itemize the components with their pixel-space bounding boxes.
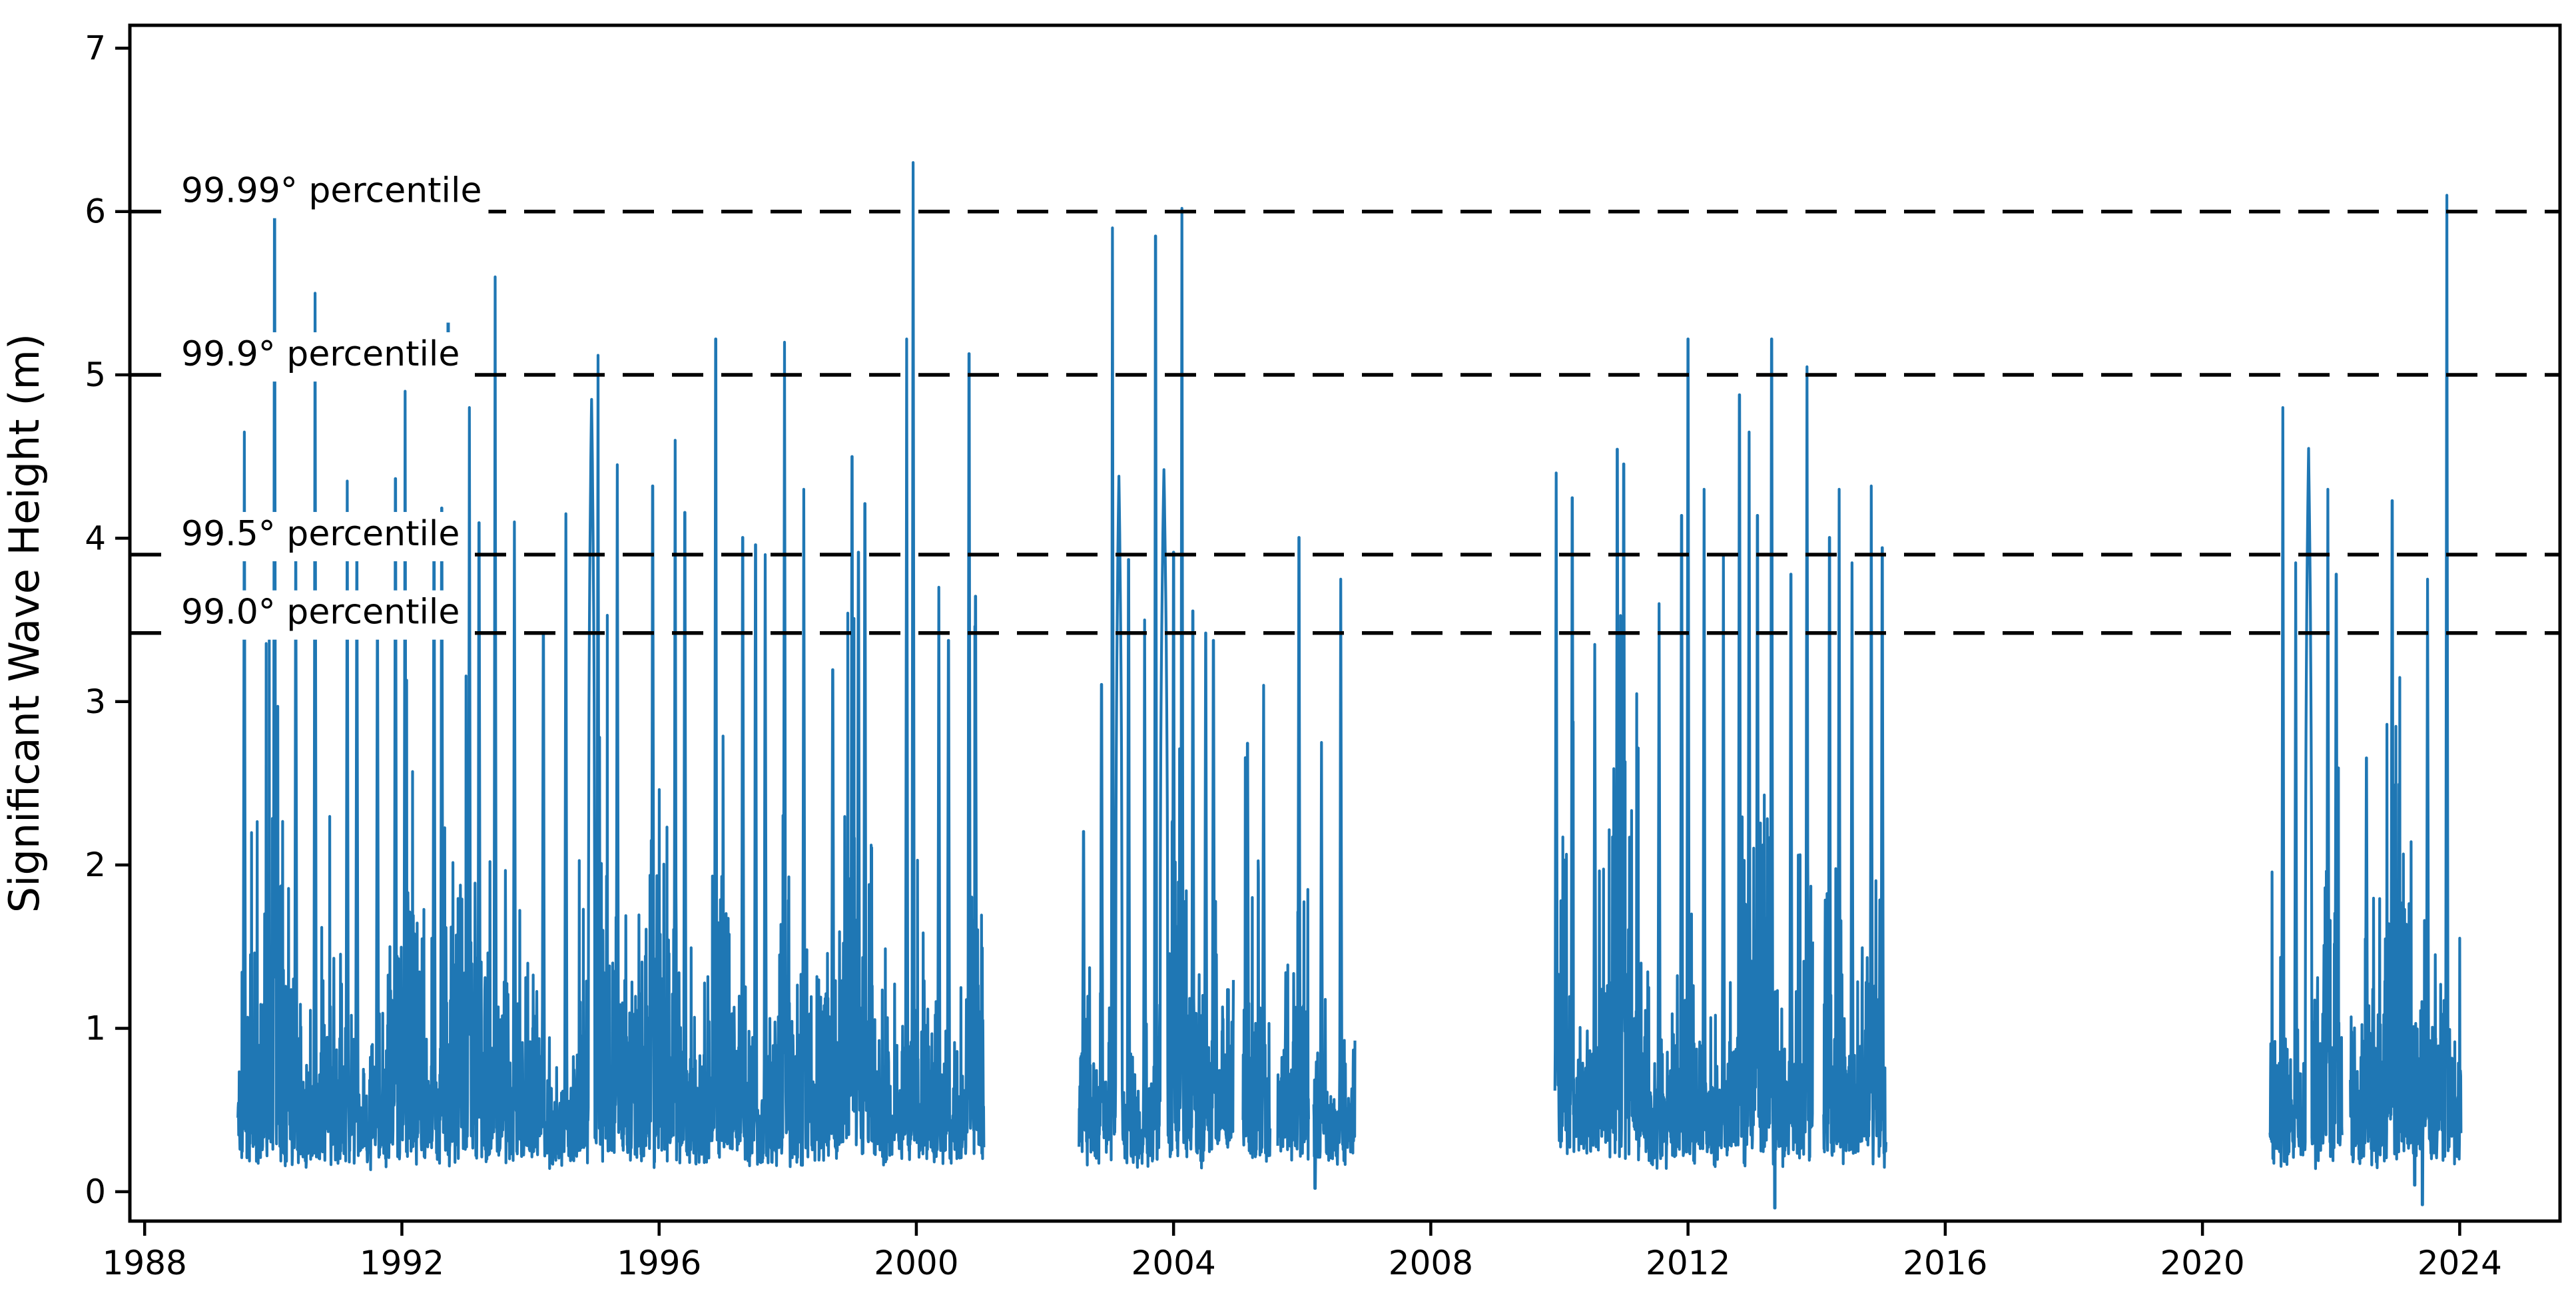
percentile-label-box [176,168,489,218]
y-tick-label: 6 [85,192,106,231]
axes-box [128,23,2562,1223]
y-tick-label: 0 [85,1172,106,1211]
percentile-label-box [176,590,467,640]
wave-height-series-run-1 [1078,206,1235,1170]
y-tick-label: 5 [85,356,106,394]
x-tick-label: 2000 [874,1244,958,1282]
percentile-label-999: 99.9° percentile [181,334,460,374]
x-tick-label: 2008 [1389,1244,1473,1282]
percentile-label-9999: 99.99° percentile [181,171,482,211]
y-axis-title: Significant Wave Height (m) [0,334,49,913]
x-tick-label: 2016 [1903,1244,1987,1282]
wave-height-series-run-2 [1241,684,1272,1163]
wave-height-series-run-0 [236,161,986,1171]
wave-height-series-run-6 [1822,484,1887,1169]
x-tick-label: 2004 [1131,1244,1216,1282]
wave-height-series-run-5 [1553,338,1814,1210]
percentile-label-box [176,332,467,382]
percentile-label-995: 99.5° percentile [181,514,460,554]
wave-height-series-run-7 [2268,406,2344,1170]
x-tick-label: 1996 [617,1244,701,1282]
x-tick-label: 2024 [2417,1244,2502,1282]
wave-height-series-run-3 [1276,536,1310,1162]
y-tick-label: 2 [85,846,106,884]
percentile-label-990: 99.0° percentile [181,593,460,633]
percentile-label-box [176,511,467,561]
y-tick-label: 3 [85,682,106,721]
x-tick-label: 1992 [360,1244,444,1282]
y-tick-label: 1 [85,1009,106,1047]
x-tick-label: 2020 [2160,1244,2245,1282]
x-tick-label: 1988 [103,1244,187,1282]
wave-height-series-run-8 [2349,194,2463,1206]
y-tick-label: 7 [85,29,106,67]
y-tick-label: 4 [85,519,106,557]
x-tick-label: 2012 [1646,1244,1730,1282]
wave-height-series-run-4 [1312,577,1357,1190]
